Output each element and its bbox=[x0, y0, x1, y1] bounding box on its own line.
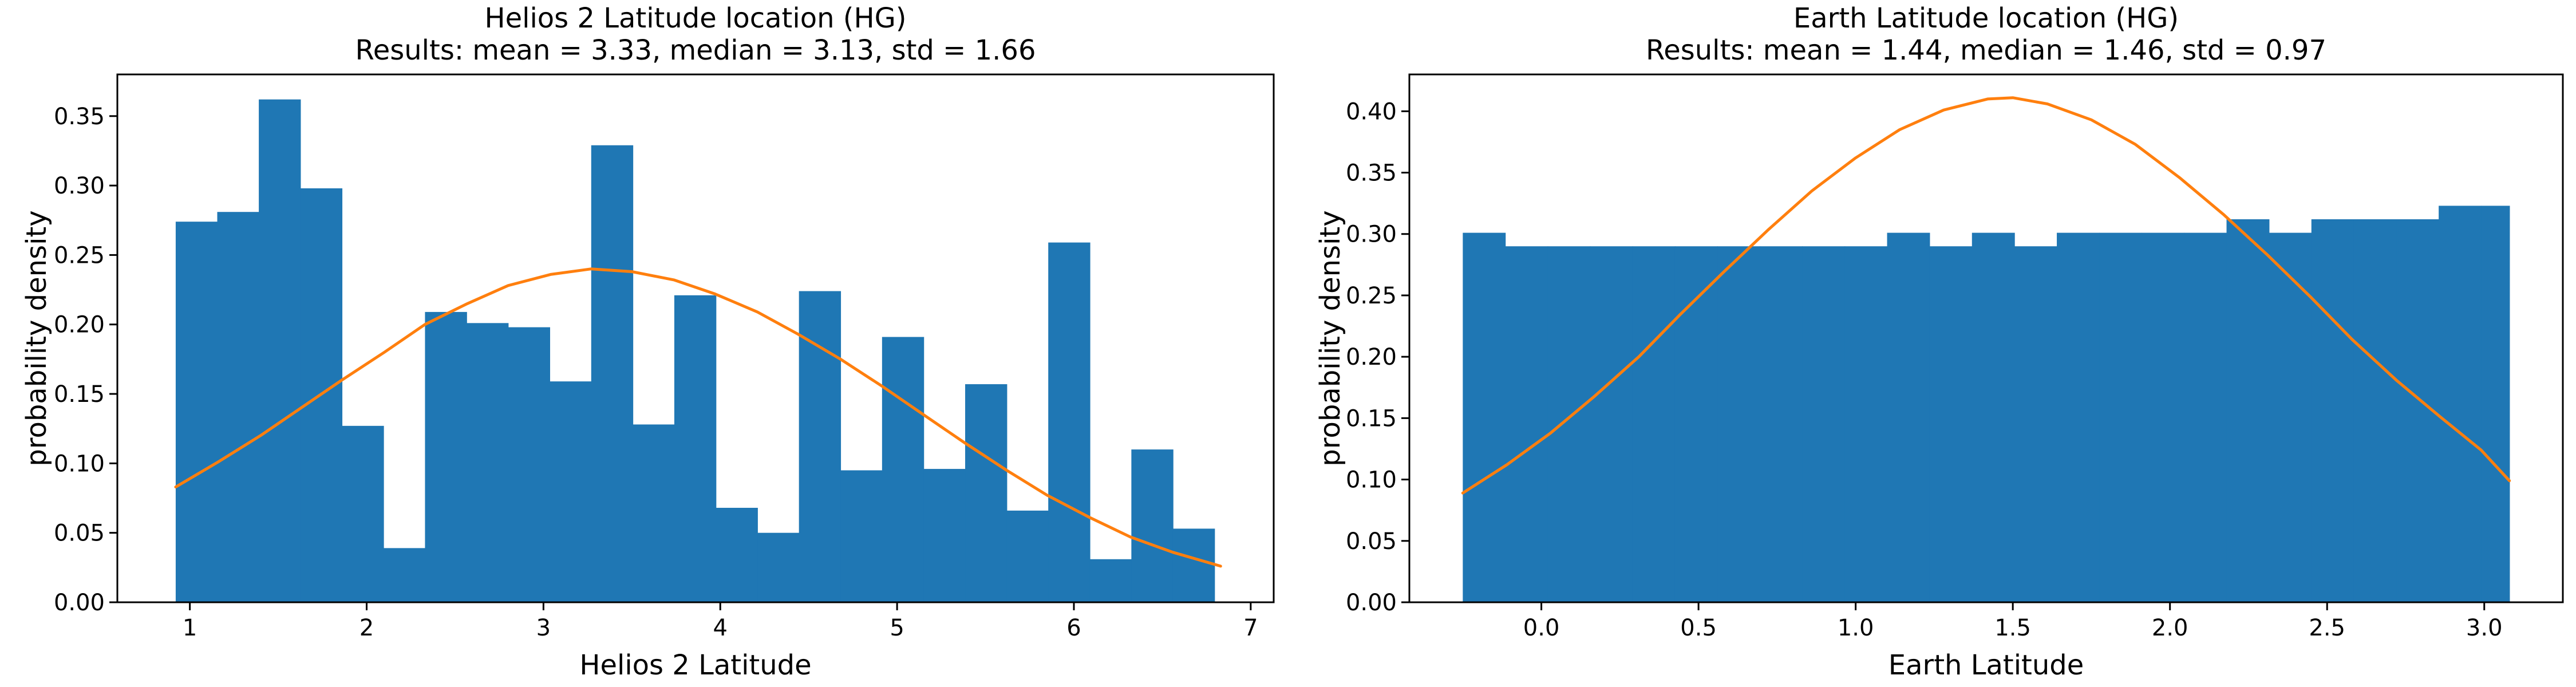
chart-panel-2: Earth Latitude location (HG)Results: mea… bbox=[1314, 2, 2564, 681]
histogram-bar bbox=[2226, 219, 2270, 603]
histogram-bar bbox=[425, 311, 467, 602]
y-tick-label: 0.35 bbox=[1346, 160, 1397, 187]
chart-title: Helios 2 Latitude location (HG) bbox=[485, 2, 907, 34]
histogram-bar bbox=[508, 327, 550, 602]
x-tick-label: 1.0 bbox=[1838, 615, 1874, 641]
y-tick-label: 0.15 bbox=[54, 381, 105, 408]
histogram-bar bbox=[259, 99, 301, 602]
histogram-bars bbox=[175, 99, 1215, 603]
histogram-bar bbox=[1505, 246, 1548, 602]
histogram-bar bbox=[2439, 206, 2482, 602]
x-tick-label: 1.5 bbox=[1994, 615, 2031, 641]
histogram-bar bbox=[965, 384, 1008, 602]
histogram-bar bbox=[1463, 232, 1506, 603]
y-tick-label: 0.10 bbox=[1346, 467, 1397, 493]
histogram-bar bbox=[674, 295, 717, 602]
histogram-bar bbox=[2269, 232, 2312, 603]
histogram-bar bbox=[1089, 559, 1132, 602]
y-tick-label: 0.25 bbox=[54, 242, 105, 269]
histogram-bar bbox=[1172, 528, 1215, 602]
histogram-bar bbox=[1674, 246, 1718, 602]
x-tick-label: 3 bbox=[536, 615, 551, 641]
axes-frame bbox=[1408, 73, 2564, 603]
y-tick-label: 0.35 bbox=[54, 104, 105, 130]
x-tick-label: 0.0 bbox=[1523, 615, 1560, 641]
histogram-bars bbox=[1463, 206, 2510, 603]
histogram-bar bbox=[2014, 246, 2057, 602]
histogram-bar bbox=[716, 508, 758, 602]
y-axis-label: probability density bbox=[21, 210, 53, 466]
histogram-bar bbox=[550, 381, 592, 602]
x-tick-label: 2 bbox=[359, 615, 374, 641]
x-tick-label: 6 bbox=[1066, 615, 1081, 641]
histogram-bar bbox=[2184, 232, 2227, 603]
x-tick-label: 0.5 bbox=[1680, 615, 1717, 641]
y-tick-label: 0.00 bbox=[54, 590, 105, 616]
y-tick-label: 0.20 bbox=[54, 312, 105, 338]
histogram-bar bbox=[2142, 232, 2185, 603]
fit-curve-line bbox=[174, 267, 1222, 568]
histogram-bar bbox=[467, 323, 509, 602]
histogram-bar bbox=[1760, 246, 1803, 602]
y-tick-label: 0.20 bbox=[1346, 344, 1397, 370]
histogram-bar bbox=[342, 425, 384, 602]
histogram-bar bbox=[1802, 246, 1846, 602]
chart-subtitle: Results: mean = 1.44, median = 1.46, std… bbox=[1646, 34, 2326, 66]
x-tick-label: 2.0 bbox=[2152, 615, 2188, 641]
histogram-bar bbox=[1131, 449, 1174, 602]
y-tick-label: 0.15 bbox=[1346, 405, 1397, 432]
y-tick-label: 0.05 bbox=[1346, 528, 1397, 555]
x-tick-label: 1 bbox=[183, 615, 197, 641]
histogram-bar bbox=[1632, 246, 1676, 602]
histogram-bar bbox=[840, 470, 883, 602]
y-tick-label: 0.05 bbox=[54, 520, 105, 547]
histogram-bar bbox=[1006, 510, 1049, 602]
y-tick-label: 0.40 bbox=[1346, 98, 1397, 125]
x-axis-label: Earth Latitude bbox=[1888, 649, 2084, 681]
x-tick-label: 2.5 bbox=[2309, 615, 2345, 641]
x-tick-label: 4 bbox=[713, 615, 728, 641]
histogram-bar bbox=[757, 532, 800, 602]
histogram-bar bbox=[175, 222, 218, 603]
histogram-bar bbox=[1717, 246, 1760, 602]
x-tick-label: 5 bbox=[890, 615, 904, 641]
y-tick-label: 0.30 bbox=[1346, 222, 1397, 248]
histogram-bar bbox=[2057, 232, 2100, 603]
fit-curve-line bbox=[1461, 96, 2511, 495]
histogram-bar bbox=[217, 212, 259, 602]
histogram-bar bbox=[1048, 242, 1091, 602]
histogram-bar bbox=[591, 145, 634, 602]
histogram-bar bbox=[2481, 206, 2510, 602]
histogram-bar bbox=[923, 469, 966, 602]
histogram-bar bbox=[1844, 246, 1888, 602]
axes-frame bbox=[116, 73, 1275, 603]
y-tick-label: 0.00 bbox=[1346, 590, 1397, 616]
y-axis-label: probability density bbox=[1314, 210, 1346, 466]
chart-title: Earth Latitude location (HG) bbox=[1793, 2, 2179, 34]
histogram-bar bbox=[2099, 232, 2143, 603]
y-tick-label: 0.30 bbox=[54, 173, 105, 199]
histogram-bar bbox=[1590, 246, 1633, 602]
chart-panel-1: Helios 2 Latitude location (HG)Results: … bbox=[21, 2, 1275, 681]
x-axis-label: Helios 2 Latitude bbox=[579, 649, 811, 681]
histogram-bar bbox=[882, 337, 924, 602]
y-tick-label: 0.25 bbox=[1346, 283, 1397, 309]
histogram-bar bbox=[633, 424, 675, 602]
chart-subtitle: Results: mean = 3.33, median = 3.13, std… bbox=[355, 34, 1036, 66]
y-tick-label: 0.10 bbox=[54, 451, 105, 477]
histogram-bar bbox=[1971, 232, 2015, 603]
x-tick-label: 3.0 bbox=[2466, 615, 2503, 641]
histogram-bar bbox=[1887, 232, 1930, 603]
histogram-bar bbox=[1547, 246, 1591, 602]
histogram-bar bbox=[2311, 219, 2354, 603]
x-tick-label: 7 bbox=[1243, 615, 1258, 641]
histogram-bar bbox=[2353, 219, 2397, 603]
histogram-bar bbox=[799, 291, 841, 602]
histogram-bar bbox=[383, 548, 426, 602]
histogram-bar bbox=[1929, 246, 1973, 602]
